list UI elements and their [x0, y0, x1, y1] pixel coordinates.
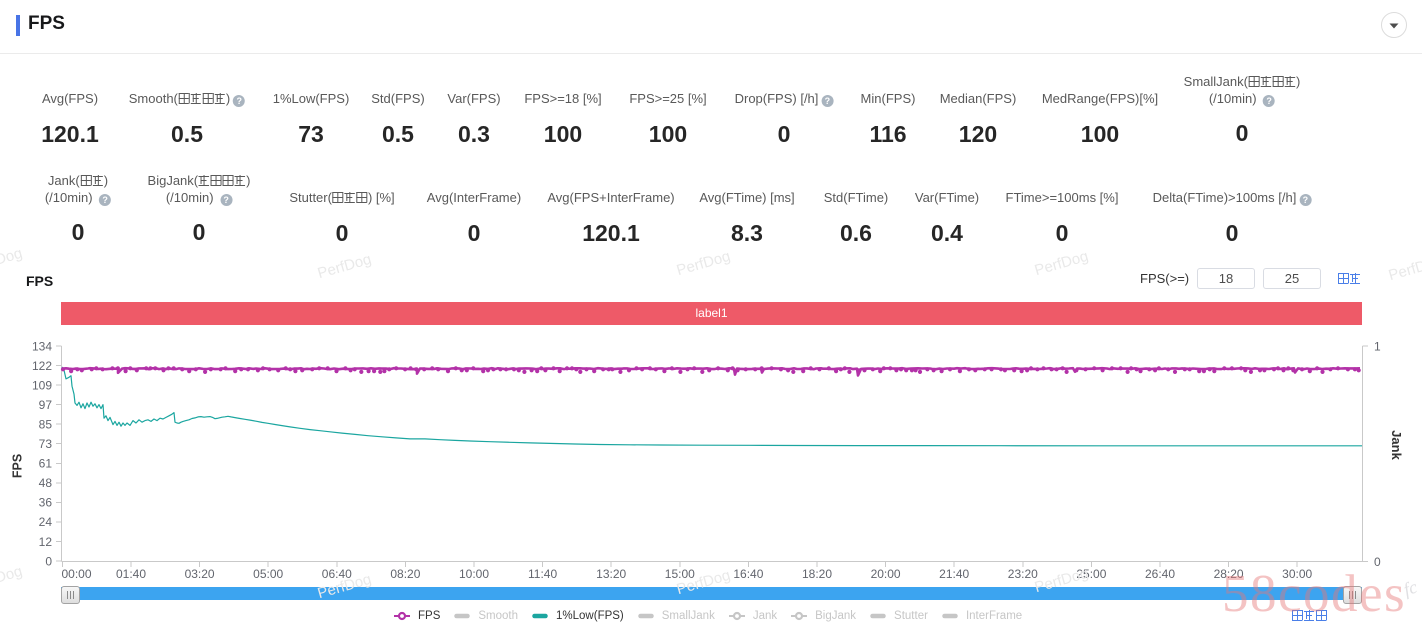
svg-text:73: 73 — [39, 437, 53, 451]
svg-text:122: 122 — [32, 359, 52, 373]
svg-text:Jank: Jank — [1389, 430, 1404, 460]
svg-text:01:40: 01:40 — [116, 567, 146, 581]
svg-text:0: 0 — [1374, 555, 1381, 569]
svg-text:06:40: 06:40 — [322, 567, 352, 581]
svg-text:15:00: 15:00 — [665, 567, 695, 581]
svg-text:26:40: 26:40 — [1145, 567, 1175, 581]
svg-text:48: 48 — [39, 476, 53, 490]
svg-text:16:40: 16:40 — [733, 567, 763, 581]
svg-text:18:20: 18:20 — [802, 567, 832, 581]
svg-text:11:40: 11:40 — [528, 567, 557, 581]
svg-text:03:20: 03:20 — [185, 567, 215, 581]
svg-text:30:00: 30:00 — [1282, 567, 1312, 581]
svg-text:109: 109 — [32, 378, 52, 392]
svg-text:85: 85 — [39, 418, 53, 432]
svg-text:08:20: 08:20 — [390, 567, 420, 581]
svg-text:FPS: FPS — [11, 454, 25, 478]
svg-text:23:20: 23:20 — [1008, 567, 1038, 581]
svg-text:97: 97 — [39, 398, 53, 412]
svg-text:24: 24 — [39, 515, 53, 529]
svg-text:20:00: 20:00 — [871, 567, 901, 581]
svg-text:05:00: 05:00 — [253, 567, 283, 581]
svg-text:28:20: 28:20 — [1214, 567, 1244, 581]
svg-text:0: 0 — [45, 554, 52, 568]
svg-text:61: 61 — [39, 457, 53, 471]
svg-text:12: 12 — [39, 535, 53, 549]
svg-text:21:40: 21:40 — [939, 567, 969, 581]
svg-text:134: 134 — [32, 339, 52, 353]
svg-text:13:20: 13:20 — [596, 567, 626, 581]
svg-text:10:00: 10:00 — [459, 567, 489, 581]
svg-text:36: 36 — [39, 496, 53, 510]
svg-text:1: 1 — [1374, 339, 1381, 353]
svg-text:00:00: 00:00 — [61, 567, 91, 581]
svg-text:25:00: 25:00 — [1076, 567, 1106, 581]
